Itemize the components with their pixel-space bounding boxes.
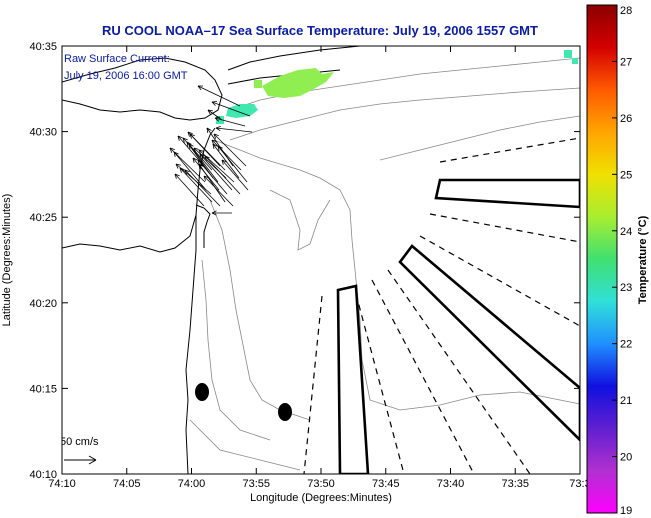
arrow-icon (212, 143, 240, 179)
buoy-marker-icon (195, 383, 209, 401)
arrow-icon (215, 125, 253, 133)
sst-patch-cyan (226, 104, 258, 118)
survey-box-diagonal (398, 244, 580, 442)
arrow-icon (204, 155, 241, 195)
current-vectors (169, 85, 253, 216)
arrow-icon (211, 210, 232, 216)
y-tick-label: 40:25 (29, 212, 57, 224)
x-tick-label: 74:05 (113, 478, 141, 490)
coastline-jersey (62, 127, 216, 474)
buoy-marker-icon (278, 403, 292, 421)
y-axis: 40:35 40:30 40:25 40:20 40:15 40:10 (29, 41, 580, 481)
arrow-icon (221, 159, 249, 191)
arrow-icon (214, 116, 246, 127)
colorbar (586, 4, 618, 514)
colorbar-tick-label: 24 (620, 226, 632, 238)
arrow-icon (184, 169, 221, 207)
arrow-icon (199, 153, 233, 191)
scale-arrow-icon (64, 455, 97, 465)
x-axis-title: Longitude (Degrees:Minutes) (250, 492, 392, 504)
arrow-icon (197, 85, 241, 107)
y-tick-label: 40:30 (29, 127, 57, 139)
arrow-icon (203, 175, 234, 207)
sst-patch-cyan-corner (564, 50, 572, 58)
arrow-icon (211, 101, 251, 117)
colorbar-tick-label: 27 (620, 56, 632, 68)
sst-patch-green (262, 68, 334, 98)
x-tick-label: 73:35 (501, 478, 529, 490)
sst-patches (216, 50, 578, 124)
arrow-icon (207, 109, 223, 121)
y-tick-label: 40:35 (29, 41, 57, 53)
colorbar-tick-label: 23 (620, 282, 632, 294)
colorbar-tick-label: 19 (620, 505, 632, 517)
x-tick-label: 73:40 (437, 478, 465, 490)
arrow-icon (217, 145, 248, 183)
colorbar-tick-label: 21 (620, 395, 632, 407)
x-tick-label: 73:45 (372, 478, 400, 490)
y-axis-title: Latitude (Degrees:Minutes) (1, 194, 13, 327)
arrow-icon (188, 143, 219, 183)
arrow-icon (189, 133, 226, 171)
x-tick-label: 74:10 (48, 478, 76, 490)
colorbar-tick-label: 26 (620, 113, 632, 125)
arrow-icon (198, 163, 226, 203)
colorbar-title: Temperature (°C) (637, 215, 649, 304)
survey-box-east (434, 178, 580, 209)
y-tick-label: 40:15 (29, 383, 57, 395)
bathymetry-contours (189, 57, 580, 471)
colorbar-tick-label: 25 (620, 169, 632, 181)
y-tick-label: 40:20 (29, 298, 57, 310)
annotation-line-2: July 19, 2006 16:00 GMT (64, 70, 188, 82)
scale-label: 50 cm/s (60, 436, 99, 448)
colorbar-tick-label: 22 (620, 339, 632, 351)
arrow-icon (174, 173, 205, 207)
colorbar-ticks: 28 27 26 25 24 23 22 21 20 19 (612, 4, 632, 517)
arrow-icon (213, 133, 247, 167)
arrow-icon (179, 167, 213, 203)
x-axis: 74:10 74:05 74:00 73:55 73:50 73:45 73:40 73:35… (48, 46, 591, 490)
colorbar-tick-label: 28 (620, 5, 632, 17)
chart-title: RU COOL NOAA–17 Sea Surface Temperature:… (102, 23, 538, 38)
colorbar-tick-label: 20 (620, 452, 632, 464)
survey-lines (303, 137, 580, 474)
x-tick-label: 73:50 (307, 478, 335, 490)
arrow-icon (173, 151, 207, 191)
coastline-north (62, 57, 223, 121)
sst-patch-cyan-small (216, 116, 224, 124)
sst-patch-green-small (254, 80, 262, 88)
x-tick-label: 73:3 (569, 478, 590, 490)
y-tick-label: 40:10 (29, 469, 57, 481)
annotation-line-1: Raw Surface Current: (64, 53, 170, 65)
survey-box-south (336, 284, 370, 474)
sst-patch-cyan-corner-2 (572, 58, 578, 64)
coastline-hook (195, 204, 211, 248)
plot-area: Raw Surface Current: July 19, 2006 16:00… (60, 46, 580, 474)
x-tick-label: 74:00 (178, 478, 206, 490)
x-tick-label: 73:55 (242, 478, 270, 490)
